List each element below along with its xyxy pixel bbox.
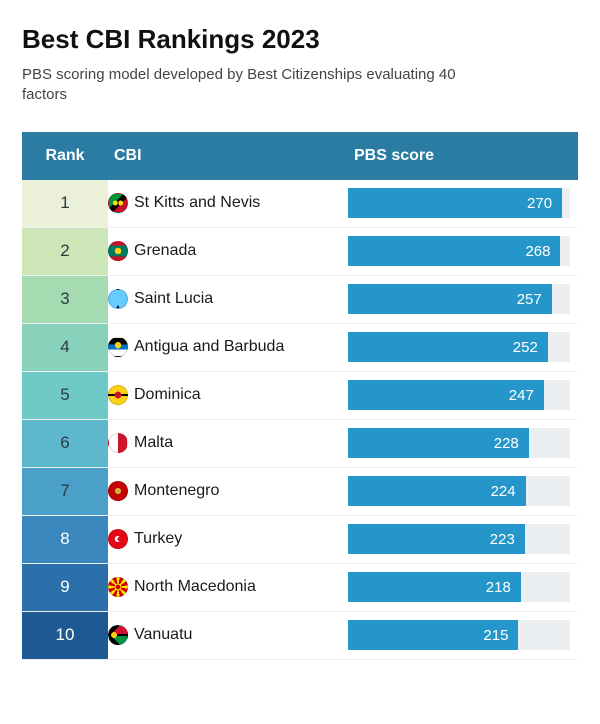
- score-bar-track: 247: [348, 380, 570, 410]
- cbi-cell: Antigua and Barbuda: [108, 324, 348, 371]
- score-value: 218: [486, 579, 511, 596]
- score-cell: 218: [348, 564, 578, 611]
- score-cell: 270: [348, 180, 578, 227]
- score-value: 257: [517, 291, 542, 308]
- score-cell: 252: [348, 324, 578, 371]
- flag-icon: [108, 433, 128, 453]
- score-bar-track: 270: [348, 188, 570, 218]
- flag-icon: [108, 241, 128, 261]
- col-header-score: PBS score: [348, 147, 578, 165]
- score-bar-fill: 268: [348, 236, 560, 266]
- score-cell: 257: [348, 276, 578, 323]
- score-cell: 268: [348, 228, 578, 275]
- score-bar-fill: 270: [348, 188, 562, 218]
- cbi-cell: Turkey: [108, 516, 348, 563]
- flag-icon: [108, 385, 128, 405]
- score-value: 223: [490, 531, 515, 548]
- rankings-table: Rank CBI PBS score 1St Kitts and Nevis27…: [22, 132, 578, 660]
- rank-cell: 7: [22, 468, 108, 515]
- country-name: Grenada: [134, 242, 196, 260]
- table-row: 6 Malta 228: [22, 420, 578, 468]
- table-header: Rank CBI PBS score: [22, 132, 578, 180]
- col-header-rank: Rank: [22, 147, 108, 165]
- country-name: Dominica: [134, 386, 201, 404]
- flag-icon: [108, 289, 128, 309]
- table-row: 10 Vanuatu 215: [22, 612, 578, 660]
- flag-icon: [108, 337, 128, 357]
- rank-cell: 4: [22, 324, 108, 371]
- rank-cell: 6: [22, 420, 108, 467]
- country-name: Vanuatu: [134, 626, 192, 644]
- cbi-cell: St Kitts and Nevis: [108, 180, 348, 227]
- score-value: 247: [509, 387, 534, 404]
- score-bar-track: 218: [348, 572, 570, 602]
- table-row: 5 Dominica 247: [22, 372, 578, 420]
- rank-cell: 10: [22, 612, 108, 659]
- country-name: Antigua and Barbuda: [134, 338, 284, 356]
- score-cell: 223: [348, 516, 578, 563]
- country-name: North Macedonia: [134, 578, 256, 596]
- score-bar-fill: 228: [348, 428, 529, 458]
- score-bar-fill: 224: [348, 476, 526, 506]
- score-value: 270: [527, 195, 552, 212]
- score-bar-fill: 223: [348, 524, 525, 554]
- score-bar-track: 252: [348, 332, 570, 362]
- flag-icon: [108, 193, 128, 213]
- score-cell: 247: [348, 372, 578, 419]
- table-row: 1 St Kitts and Nevis 270: [22, 180, 578, 228]
- score-bar-fill: 247: [348, 380, 544, 410]
- flag-icon: [108, 529, 128, 549]
- score-bar-fill: 257: [348, 284, 552, 314]
- rank-cell: 2: [22, 228, 108, 275]
- score-bar-fill: 218: [348, 572, 521, 602]
- score-bar-track: 215: [348, 620, 570, 650]
- score-value: 268: [525, 243, 550, 260]
- flag-icon: [108, 625, 128, 645]
- cbi-cell: Grenada: [108, 228, 348, 275]
- table-row: 3 Saint Lucia 257: [22, 276, 578, 324]
- cbi-cell: Vanuatu: [108, 612, 348, 659]
- table-row: 8 Turkey 223: [22, 516, 578, 564]
- cbi-cell: Malta: [108, 420, 348, 467]
- flag-icon: [108, 577, 128, 597]
- score-bar-track: 268: [348, 236, 570, 266]
- score-bar-track: 228: [348, 428, 570, 458]
- score-value: 252: [513, 339, 538, 356]
- cbi-cell: Montenegro: [108, 468, 348, 515]
- country-name: Malta: [134, 434, 173, 452]
- country-name: Montenegro: [134, 482, 219, 500]
- cbi-cell: North Macedonia: [108, 564, 348, 611]
- rank-cell: 5: [22, 372, 108, 419]
- page-title: Best CBI Rankings 2023: [22, 24, 578, 55]
- rank-cell: 3: [22, 276, 108, 323]
- cbi-cell: Saint Lucia: [108, 276, 348, 323]
- score-bar-track: 257: [348, 284, 570, 314]
- table-row: 2 Grenada 268: [22, 228, 578, 276]
- flag-icon: [108, 481, 128, 501]
- cbi-cell: Dominica: [108, 372, 348, 419]
- score-cell: 228: [348, 420, 578, 467]
- score-value: 215: [483, 627, 508, 644]
- score-cell: 224: [348, 468, 578, 515]
- country-name: Turkey: [134, 530, 182, 548]
- country-name: St Kitts and Nevis: [134, 194, 260, 212]
- score-bar-track: 224: [348, 476, 570, 506]
- page-subtitle: PBS scoring model developed by Best Citi…: [22, 65, 492, 106]
- score-bar-fill: 215: [348, 620, 518, 650]
- rank-cell: 8: [22, 516, 108, 563]
- col-header-cbi: CBI: [108, 147, 348, 165]
- table-row: 9 North Macedonia 218: [22, 564, 578, 612]
- score-cell: 215: [348, 612, 578, 659]
- score-bar-track: 223: [348, 524, 570, 554]
- score-value: 228: [494, 435, 519, 452]
- rank-cell: 9: [22, 564, 108, 611]
- rank-cell: 1: [22, 180, 108, 227]
- score-bar-fill: 252: [348, 332, 548, 362]
- table-row: 7 Montenegro 224: [22, 468, 578, 516]
- score-value: 224: [491, 483, 516, 500]
- country-name: Saint Lucia: [134, 290, 213, 308]
- table-row: 4 Antigua and Barbuda 252: [22, 324, 578, 372]
